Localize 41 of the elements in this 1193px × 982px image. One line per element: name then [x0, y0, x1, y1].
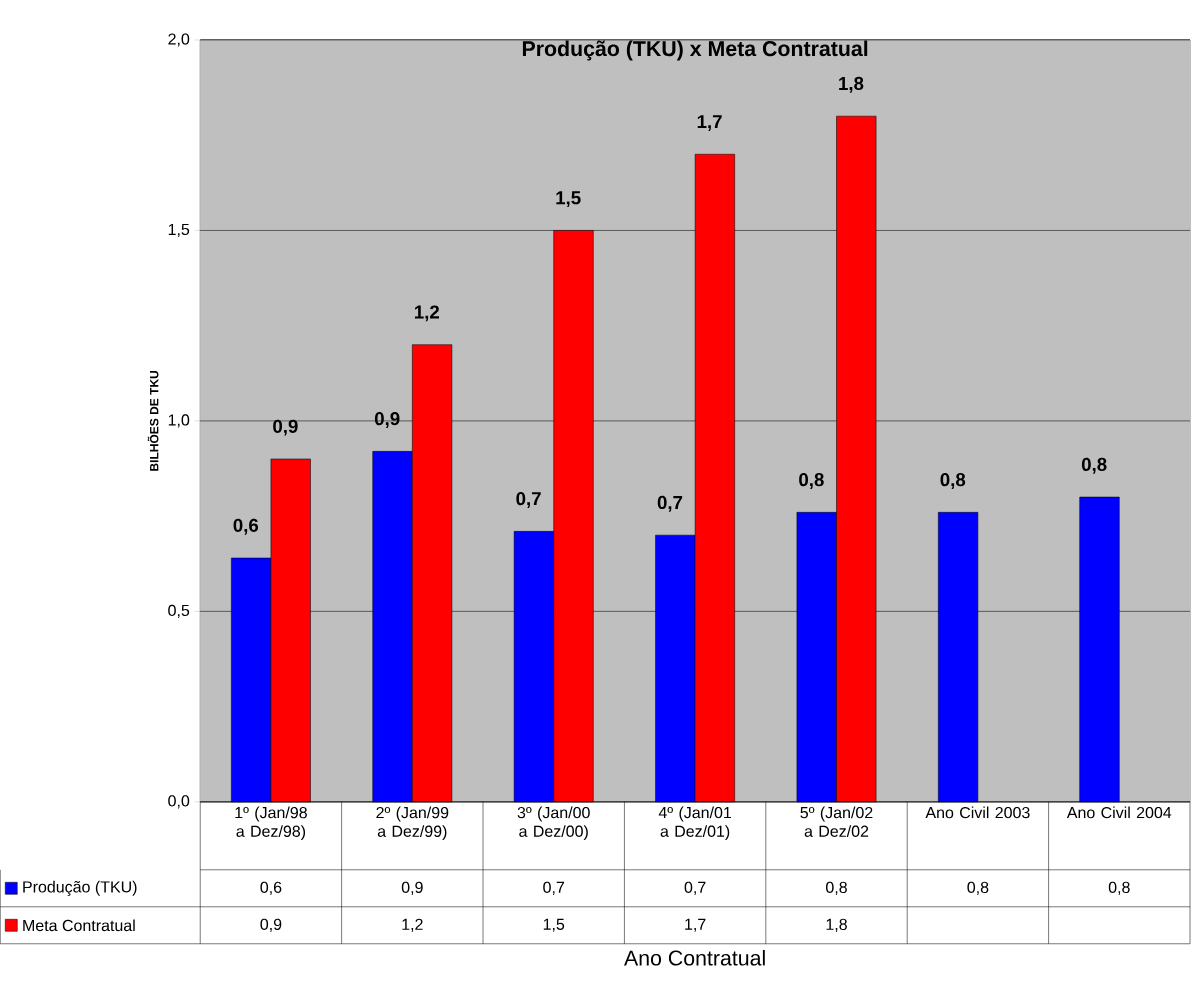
- x-tick-label: 2º (Jan/99 a Dez/99): [376, 806, 449, 841]
- data-label: 0,8: [1108, 881, 1130, 896]
- data-label: 0,7: [543, 881, 565, 896]
- data-label: 1,8: [826, 918, 847, 932]
- legend-label: Meta Contratual: [23, 919, 135, 932]
- y-tick-label: 0,0: [168, 795, 190, 809]
- data-label: 0,7: [684, 881, 706, 896]
- text: 1,7: [697, 115, 722, 131]
- text: 0,7: [657, 495, 683, 512]
- text: 1,2: [414, 305, 440, 322]
- text: 0,8: [940, 473, 966, 490]
- text: 0,6: [233, 518, 259, 535]
- x-tick-label: Ano Civil 2003: [925, 806, 1030, 819]
- y-axis-title: BILHÕES DE TKU: [147, 371, 159, 471]
- y-tick-label: 0,5: [168, 604, 190, 619]
- data-label: 0,6: [260, 881, 282, 896]
- y-tick-label: 1,0: [168, 414, 190, 428]
- text: 0,9: [273, 419, 298, 436]
- data-label: 0,8: [967, 881, 989, 896]
- data-label: 0,9: [401, 881, 423, 896]
- x-tick-label: Ano Civil 2004: [1066, 806, 1172, 819]
- x-tick-label: 1º (Jan/98 a Dez/98): [235, 806, 307, 841]
- chart-title: Produção (TKU) x Meta Contratual: [522, 40, 868, 61]
- x-tick-label: 5º (Jan/02 a Dez/02: [800, 806, 873, 838]
- text: 0,7: [516, 492, 541, 509]
- data-label: 0,8: [826, 881, 847, 896]
- y-tick-label: 2,0: [168, 33, 190, 47]
- data-label: 1,5: [543, 918, 565, 932]
- text: 0,8: [1081, 457, 1107, 474]
- text: 1,5: [556, 191, 581, 208]
- x-tick-label: 3º (Jan/00 a Dez/00): [517, 806, 590, 841]
- data-label: 1,7: [685, 918, 706, 932]
- text: 0,9: [374, 412, 400, 429]
- y-tick-label: 1,5: [168, 224, 190, 238]
- data-label: 1,2: [402, 918, 423, 932]
- text: 0,8: [799, 473, 824, 490]
- data-label: 0,9: [260, 918, 282, 932]
- x-tick-label: 4º (Jan/01 a Dez/01): [658, 806, 732, 841]
- text: Ano Contratual: [624, 950, 765, 966]
- legend-label: Produção (TKU): [23, 880, 137, 896]
- text: 1,8: [839, 76, 864, 93]
